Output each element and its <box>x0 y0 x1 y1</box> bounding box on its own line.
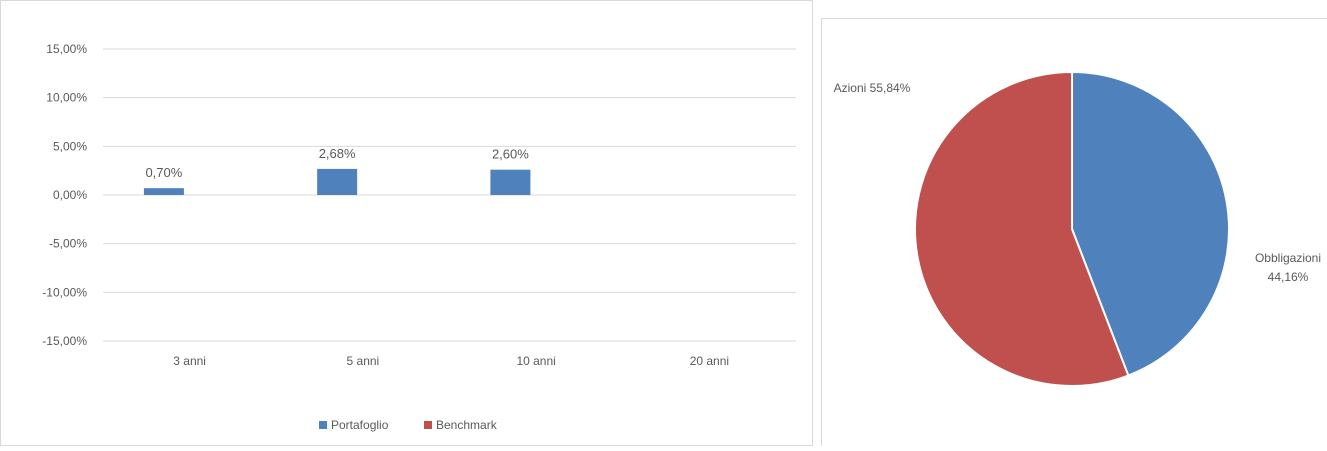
pie-chart-panel: Obbligazioni 44,16% Azioni 55,84% <box>821 18 1327 446</box>
bar-portafoglio <box>143 188 184 195</box>
data-label: 0,70% <box>145 165 182 180</box>
slice-label: Azioni 55,84% <box>834 81 911 95</box>
slice-value: 44,16% <box>1268 270 1309 284</box>
bar-portafoglio <box>317 168 358 195</box>
y-tick-label: -10,00% <box>42 285 87 299</box>
slice-name: Obbligazioni <box>1255 251 1321 265</box>
bar-chart-panel: 15,00% 10,00% 5,00% 0,00% -5,00% -10,00% -15,0… <box>0 0 813 446</box>
y-tick-label: -5,00% <box>49 237 87 251</box>
x-tick-label: 5 anni <box>347 354 380 368</box>
data-label: 2,60% <box>492 147 529 162</box>
x-tick-label: 3 anni <box>173 354 206 368</box>
legend-label: Benchmark <box>436 418 498 432</box>
slice-value: 55,84% <box>870 81 911 95</box>
slice-name: Azioni <box>834 81 867 95</box>
legend-swatch <box>424 421 432 429</box>
pie-slice-obbligazioni <box>1071 70 1230 377</box>
bar-chart: 15,00% 10,00% 5,00% 0,00% -5,00% -10,00% -15,0… <box>42 42 796 432</box>
y-tick-label: 0,00% <box>53 188 87 202</box>
data-label: 2,68% <box>319 146 356 161</box>
legend-label: Portafoglio <box>331 418 389 432</box>
pie-slice-azioni <box>914 70 1130 387</box>
pie-chart: Obbligazioni 44,16% Azioni 55,84% <box>834 70 1321 387</box>
bar-portafoglio <box>490 169 531 195</box>
legend: Portafoglio Benchmark <box>319 418 498 432</box>
legend-swatch <box>319 421 327 429</box>
y-tick-label: 15,00% <box>46 42 87 56</box>
y-tick-label: -15,00% <box>42 334 87 348</box>
x-tick-label: 10 anni <box>516 354 555 368</box>
x-tick-label: 20 anni <box>690 354 729 368</box>
pie-label-obbligazioni: Obbligazioni 44,16% <box>1255 251 1321 284</box>
pie-label-azioni: Azioni 55,84% <box>834 81 911 95</box>
y-tick-label: 10,00% <box>46 91 87 105</box>
y-tick-label: 5,00% <box>53 139 87 153</box>
